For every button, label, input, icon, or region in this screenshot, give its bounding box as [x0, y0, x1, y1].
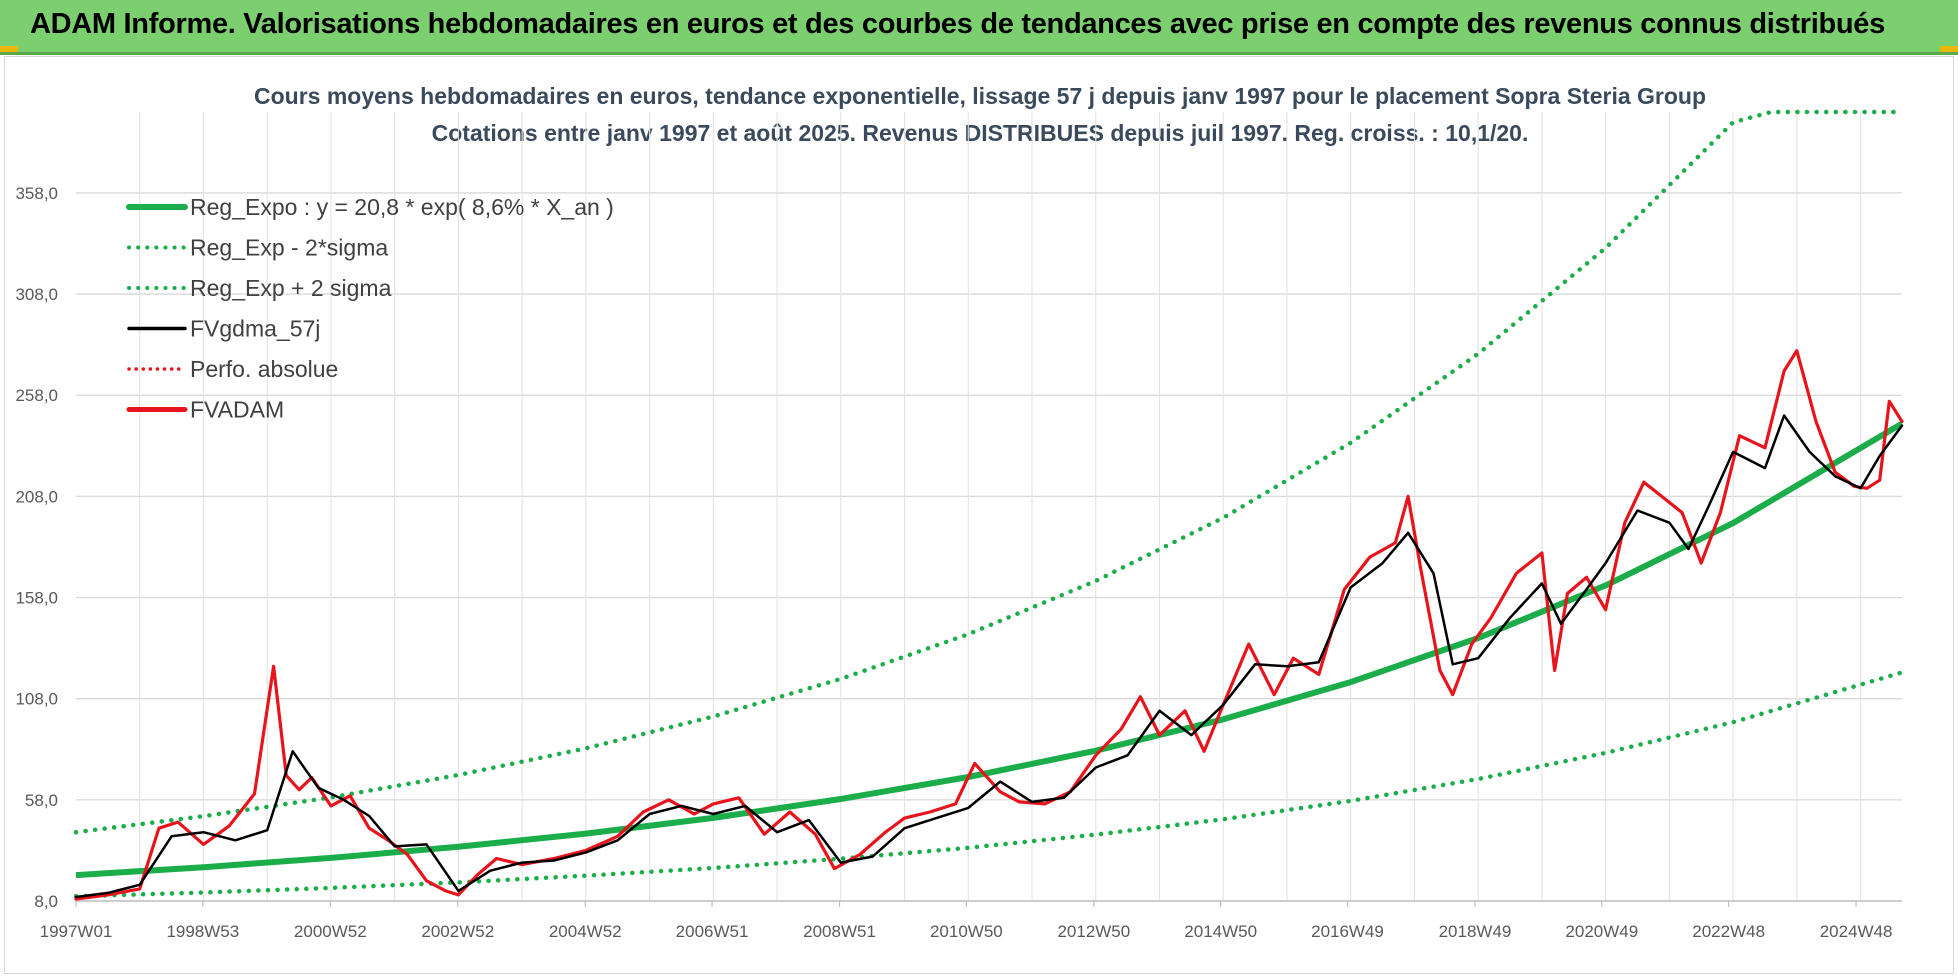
series-group [73, 109, 1905, 901]
corner-marker-left [0, 46, 18, 52]
legend-item-fvadam: FVADAM [126, 397, 284, 423]
y-tick-label: 108,0 [15, 690, 58, 709]
banner-title: ADAM Informe. Valorisations hebdomadaire… [30, 8, 1885, 40]
y-tick-label: 158,0 [15, 589, 58, 608]
chart-title-line2: Cotations entre janv 1997 et août 2025. … [432, 120, 1529, 146]
x-tick-label: 2000W52 [294, 922, 367, 941]
y-tick-label: 308,0 [15, 285, 58, 304]
x-tick-label: 2008W51 [803, 922, 876, 941]
x-tick-label: 2010W50 [930, 922, 1003, 941]
x-tick-label: 2012W50 [1057, 922, 1130, 941]
x-tick-label: 2020W49 [1565, 922, 1638, 941]
x-tick-label: 2024W48 [1820, 922, 1893, 941]
fvgdma-57j-line [74, 414, 1904, 899]
gridlines [76, 112, 1902, 902]
y-tick-label: 8,0 [34, 892, 58, 911]
x-tick-label: 2006W51 [676, 922, 749, 941]
legend-label: Perfo. absolue [190, 356, 338, 382]
axes: 8,0 58,0 108,0 158,0 208,0 258,0 308,0 358,0 199… [15, 184, 1902, 941]
legend-label: Reg_Expo : y = 20,8 * exp( 8,6% * X_an ) [190, 194, 614, 220]
chart-frame [4, 56, 1954, 974]
legend-label: FVgdma_57j [190, 316, 320, 342]
reg-exp-plus-2sigma-line [73, 109, 1905, 835]
legend: Reg_Expo : y = 20,8 * exp( 8,6% * X_an )… [126, 194, 614, 423]
x-tick-label: 2004W52 [549, 922, 622, 941]
y-tick-label: 58,0 [25, 791, 58, 810]
chart-title-line1: Cours moyens hebdomadaires en euros, ten… [254, 83, 1706, 109]
x-tick-label: 2016W49 [1311, 922, 1384, 941]
legend-item-fvgdma: FVgdma_57j [127, 316, 320, 342]
legend-item-perfo-absolue: Perfo. absolue [127, 356, 338, 382]
legend-item-reg-exp-minus: Reg_Exp - 2*sigma [127, 235, 388, 261]
header-banner: ADAM Informe. Valorisations hebdomadaire… [0, 0, 1958, 55]
y-tick-label: 358,0 [15, 184, 58, 203]
x-tick-label: 1998W53 [166, 922, 239, 941]
legend-label: Reg_Exp - 2*sigma [190, 235, 388, 261]
legend-label: Reg_Exp + 2 sigma [190, 275, 392, 301]
y-tick-label: 208,0 [15, 487, 58, 506]
legend-item-reg-exp-plus: Reg_Exp + 2 sigma [127, 275, 392, 301]
y-tick-label: 258,0 [15, 386, 58, 405]
x-tick-label: 2018W49 [1439, 922, 1512, 941]
reg-exp-minus-2sigma-line [73, 670, 1905, 899]
legend-label: FVADAM [190, 397, 284, 423]
x-tick-label: 2014W50 [1184, 922, 1257, 941]
corner-marker-right [1940, 46, 1958, 52]
x-tick-label: 1997W01 [40, 922, 113, 941]
x-tick-label: 2002W52 [421, 922, 494, 941]
legend-item-reg-expo: Reg_Expo : y = 20,8 * exp( 8,6% * X_an ) [126, 194, 614, 220]
x-tick-label: 2022W48 [1692, 922, 1765, 941]
reg-expo-line [75, 421, 1904, 879]
